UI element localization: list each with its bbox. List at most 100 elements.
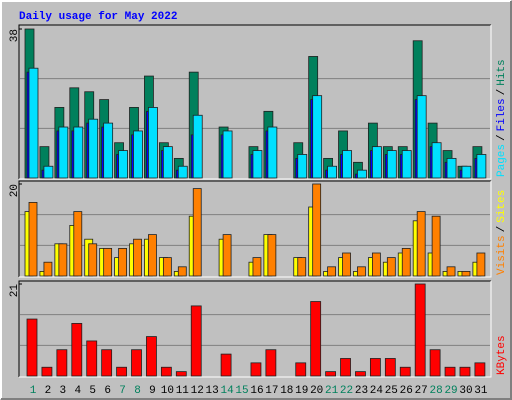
bar [175,371,187,377]
bar [461,165,472,179]
bar [220,353,232,377]
legend: Pages / Files / Hits [496,59,508,177]
x-tick-label: 20 [310,385,323,397]
bar [357,266,366,277]
plot-area [19,281,491,377]
bar [386,150,397,179]
bar [327,165,338,179]
bar [222,234,232,277]
bar [476,154,487,179]
x-tick-label: 1 [30,385,37,397]
x-tick-label: 29 [444,385,457,397]
bar [357,169,367,179]
bar [267,234,277,277]
bar [295,362,307,377]
bar [416,95,427,179]
x-tick-label: 30 [459,385,472,397]
x-tick-label: 3 [60,385,67,397]
x-tick-label: 13 [206,385,219,397]
x-tick-label: 16 [250,385,263,397]
legend: KBytes [496,335,508,375]
bar [116,366,127,377]
bar [371,146,382,179]
bar [414,283,426,377]
x-tick-label: 26 [400,385,413,397]
legend-separator: / [496,89,508,96]
x-tick-label: 22 [340,385,353,397]
x-tick-label: 2 [45,385,52,397]
bar [386,257,396,277]
x-tick-label: 9 [149,385,156,397]
bar [88,118,99,179]
bar [56,349,68,377]
bar [177,266,187,277]
legend-separator: / [496,226,508,233]
bar [446,266,456,277]
legend-separator: / [496,134,508,141]
bar [133,130,143,179]
bar [325,371,337,377]
plot-bevel-dark [18,280,491,377]
x-tick-label: 25 [385,385,398,397]
legend-entry: Files [496,98,508,131]
bar [160,366,172,377]
bar [297,257,307,277]
y-tick-label: 38 [9,29,21,42]
bar [355,371,366,377]
bar [340,358,351,377]
chart-title: Daily usage for May 2022 [19,11,177,23]
bar [252,257,262,277]
bar [118,247,127,277]
bar [103,247,113,277]
legend-entry: Hits [496,59,508,85]
bar [384,358,396,377]
legend-entry: KBytes [496,335,508,375]
x-tick-label: 18 [280,385,293,397]
bar [88,243,98,277]
bar [118,150,128,179]
bar [162,146,173,179]
bar [461,270,471,277]
bar [369,358,381,377]
bar [41,366,53,377]
x-tick-label: 15 [235,385,248,397]
x-tick-label: 31 [474,385,488,397]
bar [101,349,113,377]
bar [58,243,68,277]
bar [459,366,471,377]
x-tick-label: 24 [370,385,384,397]
x-tick-label: 12 [191,385,204,397]
bar [342,252,351,277]
bar [401,247,411,277]
x-tick-label: 28 [430,385,443,397]
bar [267,126,278,179]
x-tick-label: 23 [355,385,368,397]
bar [310,301,322,377]
plot-bevel-dark [18,180,491,277]
bar [26,318,38,377]
bar [474,362,486,377]
bar [146,336,157,377]
bar [297,154,308,179]
x-tick-label: 7 [119,385,126,397]
bar [133,238,142,277]
bar [476,252,486,277]
bar [444,366,456,377]
bar [192,114,203,179]
bar [71,323,83,377]
x-tick-label: 6 [104,385,111,397]
bar [429,349,441,377]
bar [28,67,39,179]
bar [431,142,442,179]
bar [190,305,202,377]
bar [73,211,83,277]
legend-entry: Sites [496,190,508,223]
x-tick-label: 27 [415,385,428,397]
x-tick-label: 14 [220,385,234,397]
bar [399,366,411,377]
x-tick-label: 10 [161,385,174,397]
bar [192,188,202,277]
bar [28,201,38,277]
